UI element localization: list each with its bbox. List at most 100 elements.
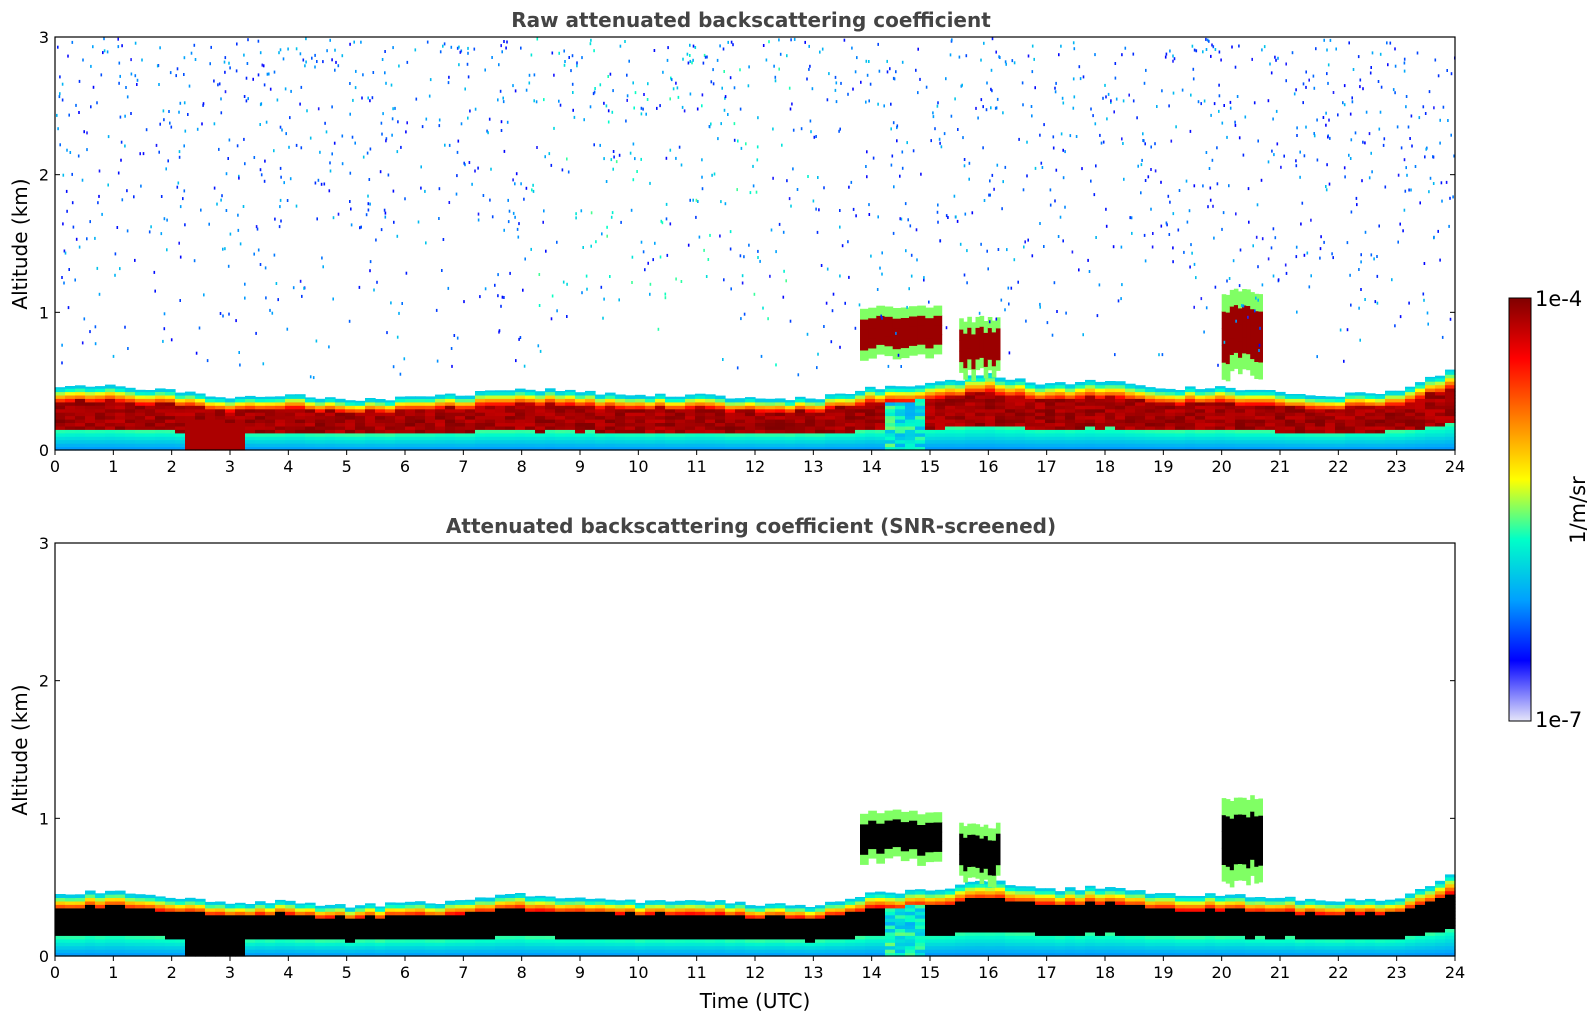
raw-heatmap-cell [1095,382,1106,385]
noise-speckle [274,254,276,257]
noise-speckle [287,328,289,331]
noise-speckle [739,68,741,71]
noise-speckle [732,43,734,46]
noise-speckle [1190,243,1192,246]
raw-heatmap-cell [75,388,86,392]
raw-heatmap-cell [1445,416,1456,420]
noise-speckle [398,312,400,315]
noise-speckle [191,52,193,55]
screened-heatmap-cell [415,946,426,950]
raw-heatmap-cell [155,398,166,402]
screened-heatmap-cell [145,935,156,939]
noise-speckle [1254,101,1256,104]
raw-heatmap-cell [1075,388,1086,392]
noise-speckle [1162,353,1164,356]
raw-heatmap-cell [505,409,516,413]
raw-heatmap-cell [1165,436,1176,440]
noise-speckle [503,296,505,299]
noise-speckle [879,267,881,270]
raw-heatmap-cell [785,416,796,420]
noise-speckle [1326,49,1328,52]
noise-speckle [1222,122,1224,125]
noise-speckle [703,62,705,65]
noise-speckle [222,248,224,251]
raw-heatmap-cell [895,429,906,433]
raw-heatmap-cell [1005,436,1016,440]
noise-speckle [1064,206,1066,209]
raw-cloud-cell [992,366,997,378]
noise-speckle [124,326,126,329]
raw-cloud-cell [1246,338,1251,355]
raw-heatmap-cell [785,429,796,433]
noise-speckle [1359,85,1361,88]
noise-speckle [1002,111,1004,114]
screened-heatmap-cell [145,904,156,908]
noise-speckle [1248,221,1250,224]
raw-heatmap-cell [155,436,166,440]
noise-speckle [1251,58,1253,61]
raw-heatmap-cell [715,436,726,440]
noise-speckle [1329,137,1331,140]
raw-heatmap-cell [705,409,716,413]
noise-speckle [1114,353,1116,356]
screened-heatmap-cell [105,922,116,926]
raw-heatmap-cell [395,440,406,444]
noise-speckle [247,38,249,41]
noise-speckle [342,135,344,138]
screened-heatmap-cell [115,935,126,939]
noise-speckle [572,91,574,94]
noise-speckle [644,268,646,271]
raw-heatmap-cell [1355,405,1366,409]
raw-heatmap-cell [295,423,306,427]
noise-speckle [542,221,544,224]
x-tick-label: 24 [1445,457,1465,476]
noise-speckle [572,54,574,57]
screened-heatmap-cell [235,922,246,926]
raw-heatmap-cell [225,416,236,420]
noise-speckle [750,191,752,194]
screened-heatmap-cell [315,922,326,926]
raw-heatmap-cell [1095,409,1106,413]
screened-heatmap [55,795,1456,956]
raw-heatmap-cell [1105,436,1116,440]
noise-speckle [633,107,635,110]
noise-speckle [748,65,750,68]
raw-heatmap-cell [1205,405,1216,409]
noise-speckle [82,59,84,62]
noise-speckle [1183,251,1185,254]
noise-speckle [449,201,451,204]
raw-heatmap-cell [1145,409,1156,413]
raw-cloud-cell [1250,359,1255,376]
noise-speckle [391,84,393,87]
raw-heatmap-cell [255,436,266,440]
raw-heatmap-cell [1215,398,1226,402]
screened-heatmap-cell [75,894,86,898]
noise-speckle [593,143,595,146]
raw-heatmap-cell [75,398,86,402]
raw-heatmap-cell [1105,429,1116,433]
raw-heatmap-cell [455,409,466,413]
noise-speckle [867,74,869,77]
raw-heatmap-cell [1325,440,1336,444]
noise-speckle [583,118,585,121]
raw-heatmap-cell [335,423,346,427]
raw-heatmap-cell [165,392,176,396]
noise-speckle [763,44,765,47]
noise-speckle [866,150,868,153]
noise-speckle [1210,114,1212,117]
raw-heatmap-cell [875,409,886,413]
raw-heatmap-cell [705,429,716,433]
noise-speckle [1043,123,1045,126]
noise-speckle [757,145,759,148]
noise-speckle [1262,237,1264,240]
screened-heatmap-cell [295,922,306,926]
screened-heatmap-cell [235,946,246,950]
noise-speckle [492,215,494,218]
noise-speckle [1074,95,1076,98]
raw-heatmap-cell [985,381,996,385]
screened-heatmap-cell [415,901,426,905]
noise-speckle [1233,259,1235,262]
noise-speckle [682,58,684,61]
screened-heatmap-cell [115,929,126,933]
raw-heatmap-cell [1035,423,1046,427]
